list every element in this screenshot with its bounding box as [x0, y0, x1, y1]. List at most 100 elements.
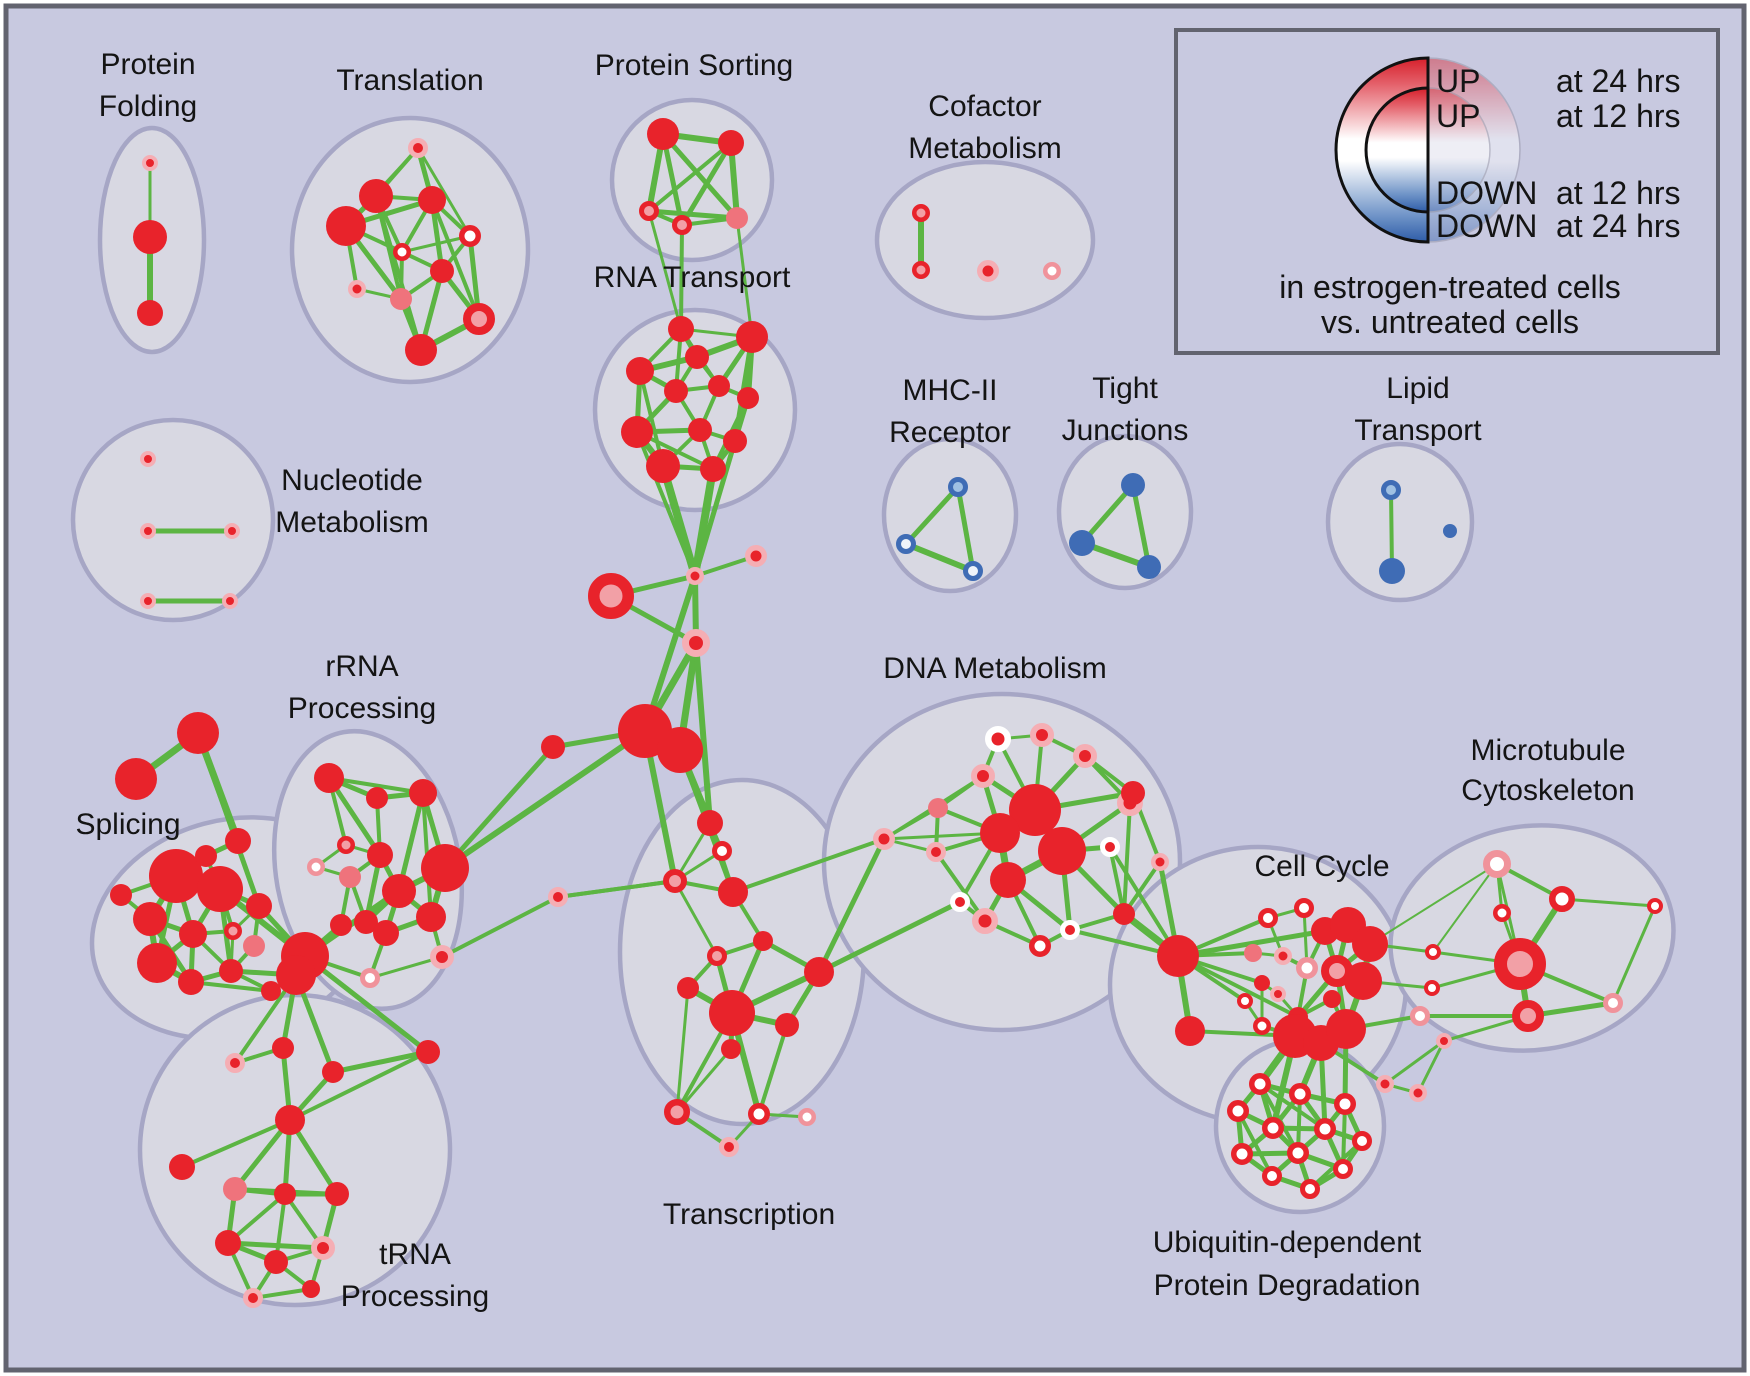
- node-mhc-0: [948, 477, 968, 497]
- cluster-label-nucleotide-1: Metabolism: [275, 506, 428, 539]
- edge: [442, 744, 556, 871]
- cluster-label-rna-0: RNA Transport: [594, 261, 791, 294]
- node-ubiquitin-6: [1352, 1131, 1372, 1151]
- edge: [1369, 863, 1498, 945]
- node-tight-1: [1069, 530, 1095, 556]
- cluster-label-lipid-1: Transport: [1354, 414, 1482, 447]
- edge: [430, 198, 481, 321]
- cluster-mhc-region: [881, 436, 1019, 594]
- node-rna-2: [626, 357, 654, 385]
- node-splicing-1: [197, 866, 243, 912]
- node-nucleotide-0: [140, 451, 156, 467]
- edge: [225, 1240, 326, 1251]
- edge: [416, 146, 472, 238]
- node-cellcycle-21: [1376, 1075, 1394, 1093]
- edge: [1176, 954, 1300, 1019]
- node-ubiquitin-11: [1300, 1179, 1320, 1199]
- edge: [646, 208, 740, 221]
- edge: [903, 484, 961, 547]
- node-splicing-10: [243, 935, 265, 957]
- node-lipid-2: [1443, 524, 1457, 538]
- edge: [302, 953, 431, 1055]
- node-transcription-10: [775, 1013, 799, 1037]
- cluster-label-translation-0: Translation: [336, 64, 483, 97]
- node-tight-0: [1121, 473, 1145, 497]
- node-rrna-4: [307, 858, 325, 876]
- edge: [679, 223, 684, 331]
- node-cellcycle-2: [1258, 908, 1278, 928]
- cluster-label-ubiquitin-0: Ubiquitin-dependent: [1153, 1226, 1422, 1259]
- node-splicing-12: [110, 884, 132, 906]
- node-trna-8: [325, 1182, 349, 1206]
- node-rrna-5: [367, 842, 393, 868]
- node-transcription-15: [719, 1137, 739, 1157]
- cluster-sorting-region: [609, 97, 775, 263]
- legend-down12-time: at 12 hrs: [1556, 175, 1681, 211]
- node-trna-6: [223, 1177, 247, 1201]
- node-rrna-7: [382, 874, 416, 908]
- node-rrna-12: [416, 902, 446, 932]
- node-bridge-10: [225, 828, 251, 854]
- edge: [1108, 845, 1180, 958]
- edge: [635, 430, 697, 578]
- edge: [440, 895, 560, 959]
- node-trna-11: [264, 1250, 288, 1274]
- edge: [400, 234, 472, 254]
- node-splicing-8: [246, 893, 272, 919]
- node-cofactor-3: [1043, 262, 1061, 280]
- node-cellcycle-12: [1254, 975, 1270, 991]
- edge: [647, 141, 733, 213]
- node-transcription-2: [663, 869, 687, 893]
- node-sorting-0: [647, 118, 679, 150]
- node-microtubule-0: [1483, 850, 1511, 878]
- edge: [693, 640, 713, 826]
- node-transcription-13: [748, 1103, 770, 1125]
- cluster-label-cofactor-1: Metabolism: [908, 132, 1061, 165]
- node-rna-11: [700, 456, 726, 482]
- legend-up24-time: at 24 hrs: [1556, 63, 1681, 99]
- node-rna-0: [668, 316, 694, 342]
- edge: [1108, 845, 1126, 916]
- edge: [326, 775, 383, 858]
- node-transcription-6: [707, 946, 727, 966]
- edge: [1560, 897, 1657, 908]
- node-transcription-8: [804, 957, 834, 987]
- edge: [675, 1047, 733, 1114]
- edge: [1383, 1039, 1446, 1086]
- cluster-label-lipid-0: Lipid: [1386, 372, 1449, 405]
- legend-up24-direction: UP: [1436, 63, 1480, 99]
- node-splicing-9: [195, 845, 217, 867]
- node-splicing-4: [224, 922, 242, 940]
- node-bridge-7: [873, 828, 895, 850]
- legend: UP at 24 hrs UP at 12 hrs DOWN at 12 hrs…: [1174, 28, 1720, 355]
- node-rrna-13: [430, 945, 454, 969]
- node-splicing-0: [149, 849, 203, 903]
- node-transcription-4: [548, 887, 568, 907]
- node-rna-5: [708, 375, 730, 397]
- node-dna-12: [950, 892, 970, 912]
- node-transcription-14: [798, 1108, 816, 1126]
- node-rna-9: [723, 429, 747, 453]
- cluster-label-dna-0: DNA Metabolism: [883, 652, 1106, 685]
- node-dna-4: [928, 798, 948, 818]
- edge: [1611, 904, 1657, 1005]
- edge: [675, 986, 690, 1114]
- node-cellcycle-14: [1237, 993, 1253, 1009]
- node-microtubule-3: [1425, 944, 1441, 960]
- node-mhc-2: [963, 561, 983, 581]
- cluster-cofactor-region: [874, 159, 1096, 321]
- edge: [679, 140, 734, 228]
- node-dna-6: [926, 842, 946, 862]
- node-cellcycle-3: [1294, 898, 1314, 918]
- node-rna-8: [688, 418, 712, 442]
- node-lipid-1: [1379, 558, 1405, 584]
- node-bridge-6: [541, 735, 565, 759]
- node-translation-1: [359, 179, 393, 213]
- node-rrna-11: [373, 920, 399, 946]
- edge: [660, 131, 740, 221]
- node-microtubule-8: [1512, 1000, 1544, 1032]
- edge: [1122, 801, 1132, 916]
- node-rrna-10: [354, 910, 378, 934]
- node-microtubule-7: [1494, 938, 1546, 990]
